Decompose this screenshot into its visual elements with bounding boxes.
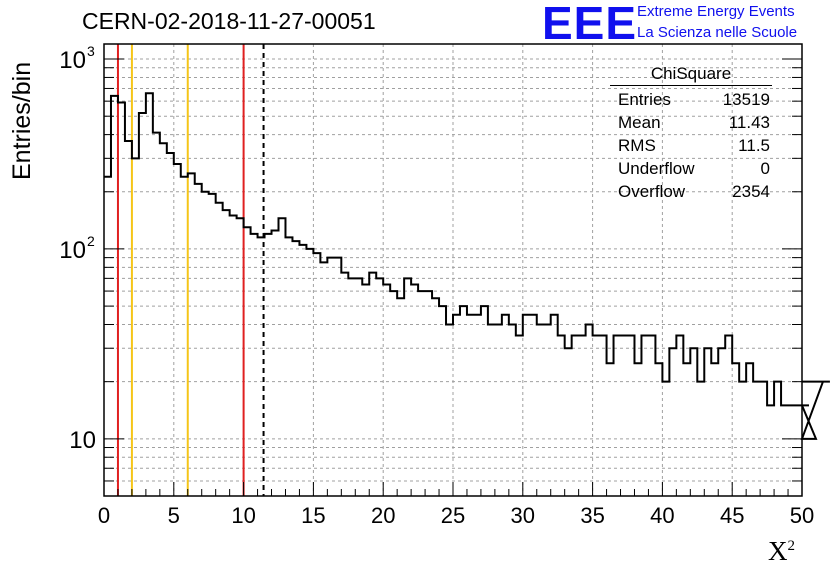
logo-line-2: La Scienza nelle Scuole <box>637 24 798 41</box>
grid-lines <box>104 44 802 497</box>
y-tick-label: 10 <box>59 47 86 74</box>
stats-label: Mean <box>618 113 661 132</box>
axis-ticks <box>103 58 803 497</box>
stats-row-mean: Mean 11.43 <box>610 111 772 134</box>
x-tick-label: 40 <box>650 503 674 528</box>
stats-label: Underflow <box>618 159 695 178</box>
chart-title: CERN-02-2018-11-27-00051 <box>82 8 376 34</box>
stats-row-entries: Entries 13519 <box>610 88 772 111</box>
x-tick-label: 5 <box>168 503 180 528</box>
stats-row-overflow: Overflow 2354 <box>610 180 772 203</box>
stats-value: 13519 <box>722 90 770 109</box>
histogram-series <box>104 92 830 440</box>
stats-box: ChiSquare Entries 13519 Mean 11.43 RMS 11.5 Un… <box>610 64 772 203</box>
x-tick-label: 50 <box>790 503 814 528</box>
y-tick-label: 10 <box>59 237 86 264</box>
x-tick-label: 35 <box>580 503 604 528</box>
stats-label: Overflow <box>618 182 686 201</box>
y-axis-label: Entries/bin <box>8 61 36 180</box>
eee-logo: EEE <box>542 0 638 49</box>
stats-value: 11.43 <box>728 113 770 132</box>
x-tick-label: 20 <box>371 503 395 528</box>
stats-label: Entries <box>618 90 671 109</box>
y-tick-label-exponent: 2 <box>87 233 95 249</box>
stats-value: 0 <box>760 159 770 178</box>
x-tick-label: 15 <box>301 503 325 528</box>
x-axis-label: X2 <box>768 536 795 566</box>
y-tick-label-exponent: 3 <box>87 43 95 59</box>
x-tick-labels: 0 5 10 15 20 25 30 35 40 45 50 <box>98 503 814 528</box>
x-tick-label: 0 <box>98 503 110 528</box>
y-tick-label: 10 <box>69 427 96 454</box>
x-tick-label: 30 <box>511 503 535 528</box>
stats-label: RMS <box>618 136 656 155</box>
reference-lines <box>116 44 265 496</box>
stats-row-underflow: Underflow 0 <box>610 157 772 180</box>
logo-line-1: Extreme Energy Events <box>637 3 795 20</box>
stats-value: 2354 <box>732 182 770 201</box>
stats-box-title: ChiSquare <box>610 64 772 86</box>
stats-value: 11.5 <box>738 136 770 155</box>
x-tick-label: 10 <box>231 503 255 528</box>
stats-row-rms: RMS 11.5 <box>610 134 772 157</box>
x-tick-label: 25 <box>441 503 465 528</box>
x-tick-label: 45 <box>720 503 744 528</box>
